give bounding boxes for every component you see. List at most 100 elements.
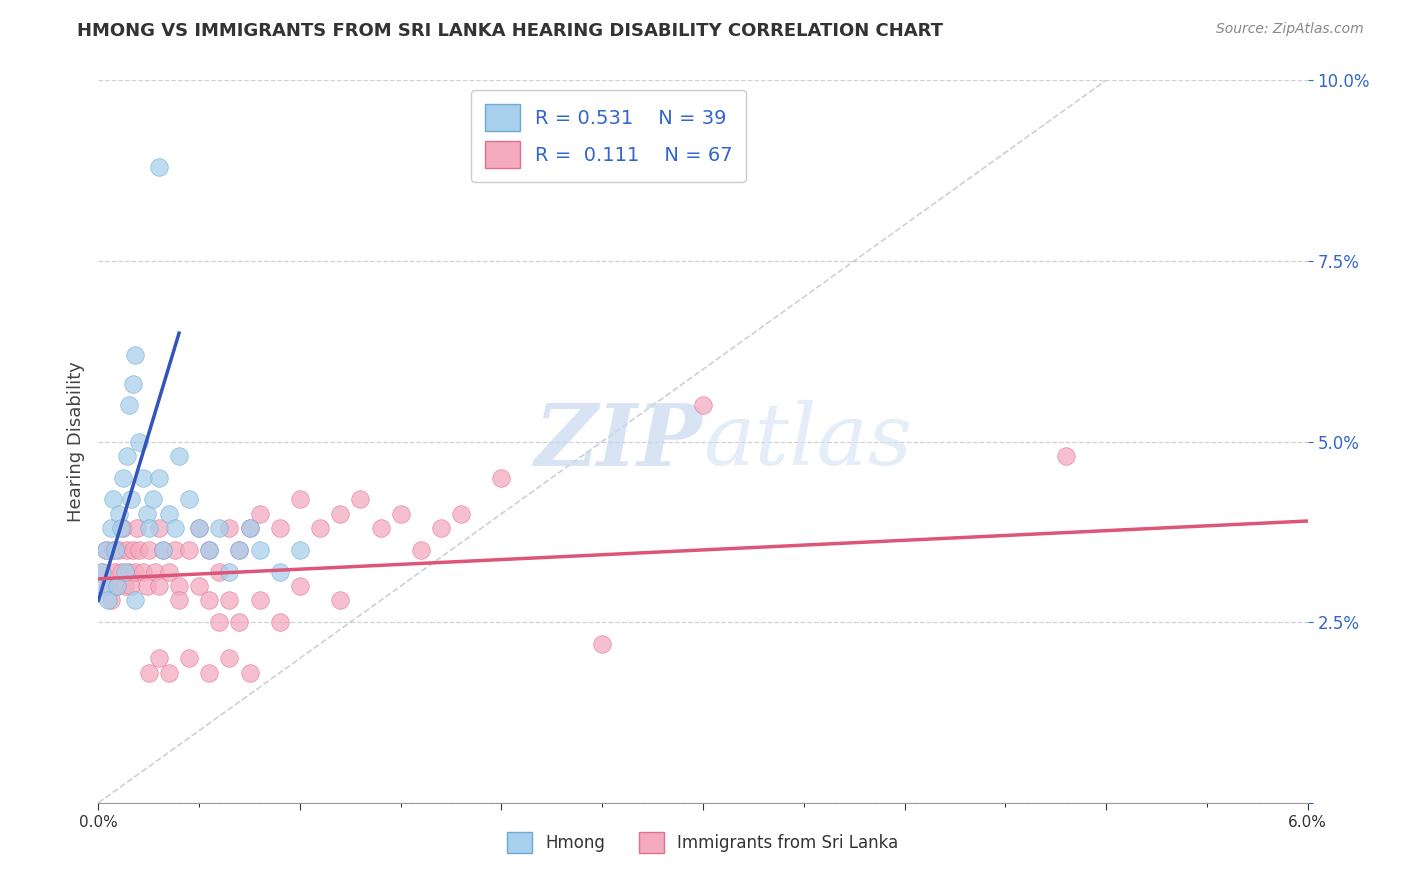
Point <box>138 665 160 680</box>
Point <box>218 521 240 535</box>
Point <box>118 398 141 412</box>
Point <box>188 579 211 593</box>
Point <box>591 637 613 651</box>
Point <box>132 471 155 485</box>
Point <box>269 615 291 630</box>
Point <box>110 565 132 579</box>
Point <box>167 449 190 463</box>
Point <box>269 565 291 579</box>
Point <box>138 542 160 557</box>
Point <box>121 376 143 391</box>
Point <box>370 521 392 535</box>
Point <box>125 521 148 535</box>
Point <box>148 651 170 665</box>
Point <box>198 593 221 607</box>
Point <box>138 521 160 535</box>
Text: Source: ZipAtlas.com: Source: ZipAtlas.com <box>1216 22 1364 37</box>
Point <box>115 449 138 463</box>
Point <box>114 565 136 579</box>
Point <box>288 542 311 557</box>
Point <box>228 542 250 557</box>
Point <box>239 521 262 535</box>
Legend: Hmong, Immigrants from Sri Lanka: Hmong, Immigrants from Sri Lanka <box>501 826 905 860</box>
Point <box>208 615 231 630</box>
Point <box>179 542 201 557</box>
Point <box>450 507 472 521</box>
Point <box>409 542 432 557</box>
Point <box>148 160 170 174</box>
Point <box>152 542 174 557</box>
Point <box>128 434 150 449</box>
Point <box>103 565 125 579</box>
Point <box>389 507 412 521</box>
Point <box>157 565 180 579</box>
Point <box>96 542 118 557</box>
Point <box>118 565 141 579</box>
Point <box>188 521 211 535</box>
Point <box>349 492 371 507</box>
Point <box>103 542 125 557</box>
Text: ZIP: ZIP <box>536 400 703 483</box>
Point <box>167 579 190 593</box>
Point <box>249 507 271 521</box>
Point <box>101 492 124 507</box>
Point <box>128 542 150 557</box>
Point <box>329 593 352 607</box>
Point <box>239 521 262 535</box>
Point <box>148 579 170 593</box>
Point <box>288 579 311 593</box>
Point <box>120 579 142 593</box>
Point <box>143 565 166 579</box>
Point <box>157 507 180 521</box>
Point <box>198 665 221 680</box>
Point <box>105 579 128 593</box>
Point <box>152 542 174 557</box>
Point <box>148 471 170 485</box>
Point <box>288 492 311 507</box>
Point <box>309 521 332 535</box>
Point <box>120 492 142 507</box>
Point <box>208 521 231 535</box>
Point <box>163 542 186 557</box>
Point <box>228 542 250 557</box>
Point <box>179 651 201 665</box>
Point <box>135 507 157 521</box>
Point <box>110 521 132 535</box>
Point <box>179 492 201 507</box>
Point <box>198 542 221 557</box>
Point <box>228 615 250 630</box>
Point <box>218 651 240 665</box>
Text: HMONG VS IMMIGRANTS FROM SRI LANKA HEARING DISABILITY CORRELATION CHART: HMONG VS IMMIGRANTS FROM SRI LANKA HEARI… <box>77 22 943 40</box>
Point <box>167 593 190 607</box>
Point <box>430 521 453 535</box>
Point <box>239 665 262 680</box>
Point <box>329 507 352 521</box>
Point <box>100 593 122 607</box>
Point <box>157 665 180 680</box>
Point <box>692 398 714 412</box>
Point <box>93 579 115 593</box>
Point <box>142 492 165 507</box>
Point <box>132 565 155 579</box>
Point <box>101 542 124 557</box>
Point <box>135 579 157 593</box>
Point <box>188 521 211 535</box>
Point <box>97 593 120 607</box>
Point <box>97 579 120 593</box>
Point <box>91 565 114 579</box>
Point <box>124 593 146 607</box>
Point <box>208 565 231 579</box>
Point <box>198 542 221 557</box>
Point <box>107 542 129 557</box>
Point <box>111 471 134 485</box>
Point <box>115 542 138 557</box>
Point <box>96 542 118 557</box>
Point <box>111 521 134 535</box>
Point <box>148 521 170 535</box>
Point <box>124 565 146 579</box>
Point <box>218 565 240 579</box>
Point <box>1054 449 1077 463</box>
Y-axis label: Hearing Disability: Hearing Disability <box>66 361 84 522</box>
Point <box>218 593 240 607</box>
Point <box>249 542 271 557</box>
